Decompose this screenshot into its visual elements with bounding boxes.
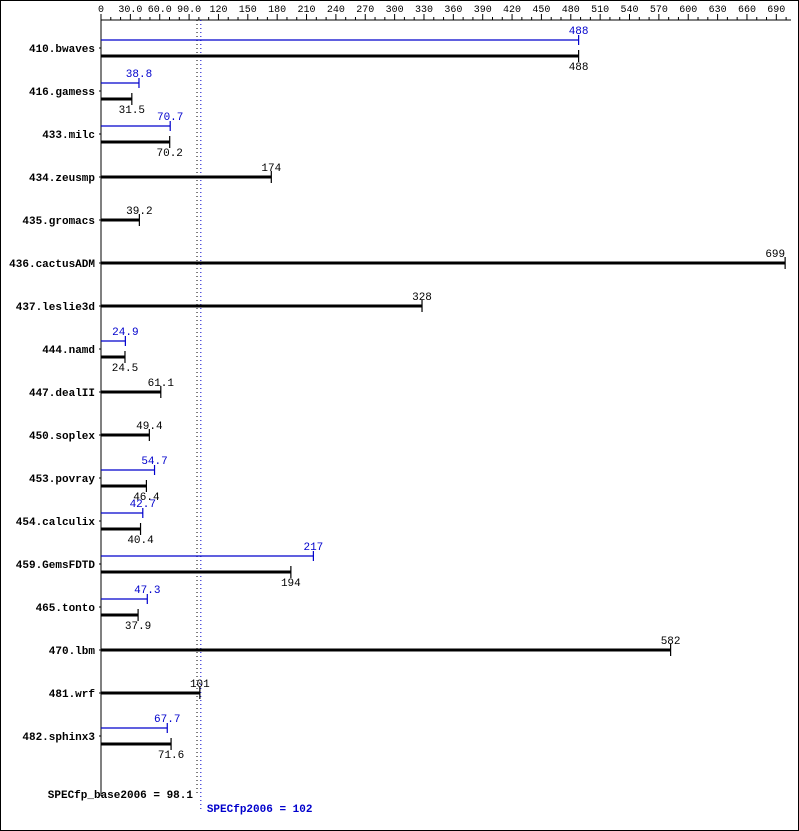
base-value-label: 31.5 — [119, 105, 145, 117]
base-value-label: 61.1 — [148, 378, 175, 390]
base-value-label: 582 — [661, 636, 681, 648]
xaxis-tick-label: 450 — [532, 5, 550, 16]
specfp-chart: 0 30.0 60.0 90.0 120 150 180 210 240 270 300 330 360… — [0, 0, 799, 831]
xaxis-tick-label: 330 — [415, 5, 433, 16]
base-value-label: 24.5 — [112, 363, 138, 375]
xaxis-tick-label: 270 — [356, 5, 374, 16]
xaxis-tick-label: 210 — [298, 5, 316, 16]
xaxis-tick-label: 90.0 — [177, 5, 201, 16]
base-value-label: 488 — [569, 62, 589, 74]
benchmark-label: 447.dealII — [29, 388, 95, 400]
peak-value-label: 488 — [569, 26, 589, 38]
peak-value-label: 70.7 — [157, 112, 183, 124]
benchmark-label: 444.namd — [42, 345, 95, 357]
xaxis-tick-label: 300 — [386, 5, 404, 16]
xaxis-tick-label: 480 — [562, 5, 580, 16]
xaxis-tick-label: 420 — [503, 5, 521, 16]
peak-value-label: 217 — [303, 542, 323, 554]
xaxis-tick-label: 240 — [327, 5, 345, 16]
benchmark-label: 465.tonto — [36, 603, 96, 615]
base-value-label: 194 — [281, 578, 301, 590]
benchmark-label: 436.cactusADM — [9, 259, 95, 271]
xaxis-tick-label: 630 — [709, 5, 727, 16]
base-value-label: 70.2 — [157, 148, 183, 160]
peak-value-label: 42.7 — [130, 499, 156, 511]
xaxis-tick-label: 360 — [444, 5, 462, 16]
benchmark-label: 434.zeusmp — [29, 173, 95, 185]
base-value-label: 699 — [765, 249, 785, 261]
benchmark-label: 416.gamess — [29, 87, 95, 99]
peak-value-label: 38.8 — [126, 69, 152, 81]
xaxis-tick-label: 570 — [650, 5, 668, 16]
xaxis-tick-label: 660 — [738, 5, 756, 16]
base-value-label: 49.4 — [136, 421, 163, 433]
peak-value-label: 47.3 — [134, 585, 160, 597]
xaxis-tick-label: 690 — [767, 5, 785, 16]
peak-value-label: 67.7 — [154, 714, 180, 726]
benchmark-label: 437.leslie3d — [16, 302, 95, 314]
xaxis-tick-label: 510 — [591, 5, 609, 16]
xaxis-tick-label: 60.0 — [148, 5, 172, 16]
base-value-label: 39.2 — [126, 206, 152, 218]
benchmark-label: 454.calculix — [16, 517, 96, 529]
chart-border — [1, 1, 799, 831]
benchmark-label: 453.povray — [29, 474, 95, 486]
xaxis-tick-label: 120 — [209, 5, 227, 16]
benchmark-label: 433.milc — [42, 130, 95, 142]
peak-value-label: 24.9 — [112, 327, 138, 339]
peak-value-label: 54.7 — [141, 456, 167, 468]
summary-base-label: SPECfp_base2006 = 98.1 — [48, 790, 194, 802]
base-value-label: 174 — [261, 163, 281, 175]
benchmark-label: 435.gromacs — [22, 216, 95, 228]
benchmark-label: 410.bwaves — [29, 44, 95, 56]
xaxis-tick-label: 30.0 — [118, 5, 142, 16]
xaxis-tick-label: 180 — [268, 5, 286, 16]
xaxis-tick-label: 390 — [474, 5, 492, 16]
base-value-label: 101 — [190, 679, 210, 691]
xaxis-tick-label: 540 — [621, 5, 639, 16]
base-value-label: 328 — [412, 292, 432, 304]
base-value-label: 40.4 — [127, 535, 154, 547]
base-value-label: 71.6 — [158, 750, 184, 762]
benchmark-label: 470.lbm — [49, 646, 96, 658]
benchmark-label: 450.soplex — [29, 431, 95, 443]
base-value-label: 37.9 — [125, 621, 151, 633]
xaxis-tick-label: 600 — [679, 5, 697, 16]
summary-peak-label: SPECfp2006 = 102 — [207, 804, 313, 816]
xaxis-tick-label: 150 — [239, 5, 257, 16]
benchmark-label: 459.GemsFDTD — [16, 560, 96, 572]
benchmark-label: 482.sphinx3 — [22, 732, 95, 744]
xaxis-tick-label: 0 — [98, 5, 104, 16]
benchmark-label: 481.wrf — [49, 689, 96, 701]
